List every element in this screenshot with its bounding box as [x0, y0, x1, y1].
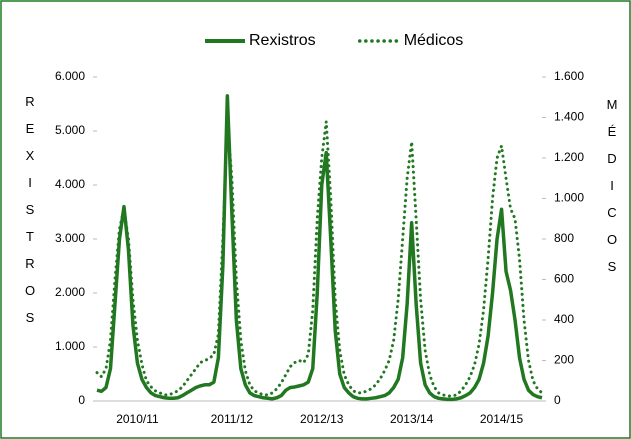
series-line — [95, 118, 544, 398]
y2-tick-label: 1.200 — [554, 150, 584, 164]
y2-tick-label: 1.000 — [554, 191, 584, 205]
x-tick-label: 2013/14 — [390, 412, 434, 426]
series-line — [96, 94, 543, 402]
y-tick-label: 2.000 — [55, 285, 85, 299]
y-tick-label: 5.000 — [55, 123, 85, 137]
y2-tick-label: 400 — [554, 312, 574, 326]
x-tick-label: 2011/12 — [211, 412, 254, 426]
y-tick-label: 4.000 — [55, 177, 85, 191]
y2-tick-label: 1.600 — [554, 69, 584, 83]
x-tick-label: 2012/13 — [300, 412, 344, 426]
legend-label: Rexistros — [249, 32, 316, 49]
y-tick-label: 1.000 — [55, 339, 85, 353]
y2-tick-label: 800 — [554, 231, 574, 245]
y2-tick-label: 0 — [554, 393, 561, 407]
y2-tick-label: 1.400 — [554, 110, 584, 124]
legend-label: Médicos — [404, 32, 464, 49]
y2-tick-label: 600 — [554, 272, 574, 286]
y-tick-label: 6.000 — [55, 69, 85, 83]
y2-tick-label: 200 — [554, 353, 574, 367]
y-tick-label: 0 — [78, 393, 85, 407]
y-tick-label: 3.000 — [55, 231, 85, 245]
x-tick-label: 2014/15 — [480, 412, 524, 426]
x-tick-label: 2010/11 — [116, 412, 159, 426]
